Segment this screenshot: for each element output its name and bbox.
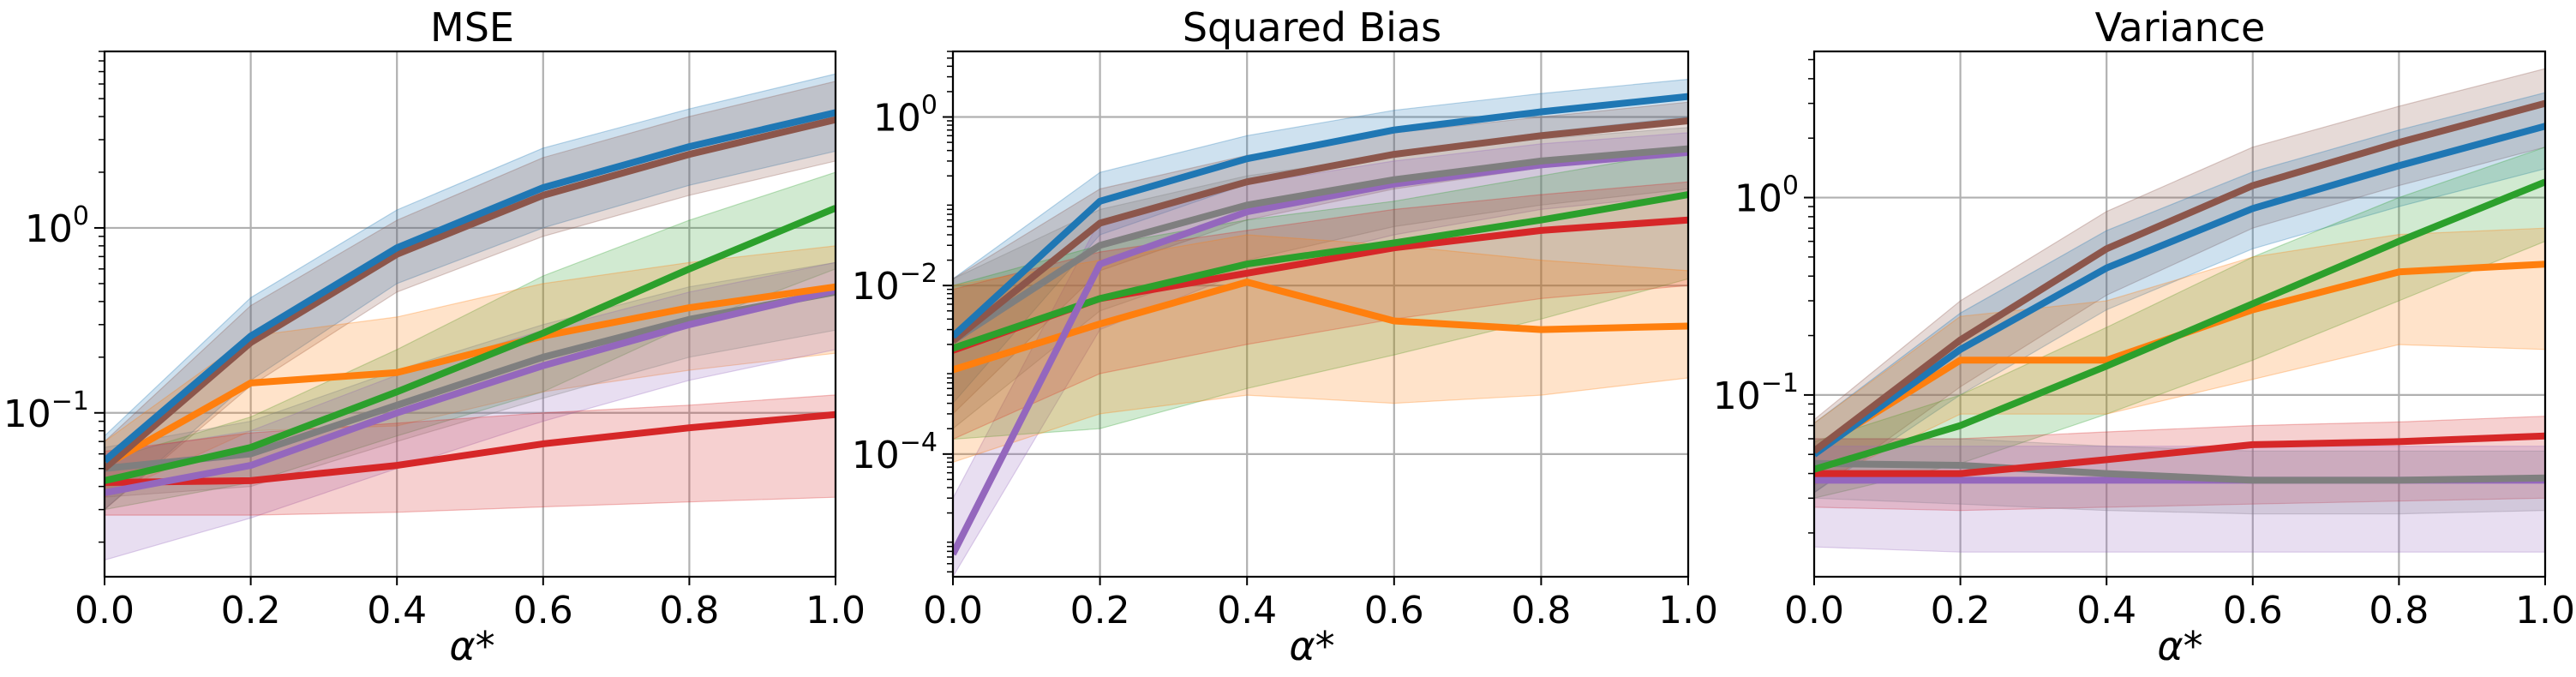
x-tick-label: 0.2 [1931,589,1991,632]
x-tick-label: 0.0 [1784,589,1844,632]
series-line-orange [953,279,1688,374]
x-axis-label: α* [2157,623,2202,669]
series-line-brown [953,117,1688,344]
series-lines [953,93,1688,556]
plot-frame [1812,50,2547,578]
x-tick-label: 0.6 [513,589,573,632]
plot-frame [951,50,1690,578]
band-red [953,181,1688,440]
x-tick-labels: 0.0 0.2 0.4 0.6 0.8 1.0 [1784,589,2575,632]
axes [943,50,1690,585]
panel-title: Variance [2095,4,2266,51]
series-line-red [105,410,836,487]
x-tick-label: 0.8 [2369,589,2429,632]
x-axis-label: α* [1289,623,1334,669]
x-tick-label: 0.8 [1511,589,1571,632]
series-line-blue [105,109,836,464]
x-tick-label: 0.2 [221,589,281,632]
x-tick-label: 0.0 [923,589,983,632]
band-gray [953,127,1688,429]
axes [94,50,837,585]
band-orange [105,245,836,498]
y-tick-label: 10−1 [1713,368,1799,418]
x-tick-label: 0.4 [1217,589,1277,632]
band-blue [1814,92,2545,494]
plot-frame [103,50,837,578]
x-tick-label: 1.0 [806,589,866,632]
series-line-red [1814,432,2545,477]
series-line-blue [953,93,1688,339]
x-axis-label: α* [449,623,494,669]
axes [1804,50,2547,585]
panel-title: Squared Bias [1183,4,1441,51]
series-line-brown [105,116,836,471]
x-tick-label: 0.0 [75,589,135,632]
x-tick-label: 1.0 [1658,589,1718,632]
x-tick-labels: 0.0 0.2 0.4 0.6 0.8 1.0 [75,589,866,632]
series-line-gray [1814,459,2545,484]
x-tick-labels: 0.0 0.2 0.4 0.6 0.8 1.0 [923,589,1718,632]
series-line-purple [953,148,1688,556]
x-tick-label: 0.8 [659,589,719,632]
series-line-brown [1814,99,2545,454]
series-line-purple [105,286,836,496]
series-line-gray [953,145,1688,344]
x-tick-label: 0.6 [1364,589,1424,632]
panel-title: MSE [430,4,514,51]
series-lines [105,109,836,496]
y-tick-label: 10−2 [852,259,938,309]
series-line-orange [105,283,836,469]
series-line-green [105,205,836,484]
x-tick-label: 0.6 [2223,589,2283,632]
x-tick-label: 1.0 [2515,589,2575,632]
x-tick-label: 0.2 [1070,589,1130,632]
band-orange [1814,227,2545,486]
x-tick-label: 0.4 [367,589,427,632]
squared-bias-panel: Squared Bias 0.0 0.2 0.4 0.6 0.8 1.0 10010−21… [852,4,1718,669]
series-line-blue [1814,123,2545,458]
series-line-green [1814,178,2545,473]
series-lines [1814,99,2545,484]
x-tick-label: 0.4 [2076,589,2136,632]
